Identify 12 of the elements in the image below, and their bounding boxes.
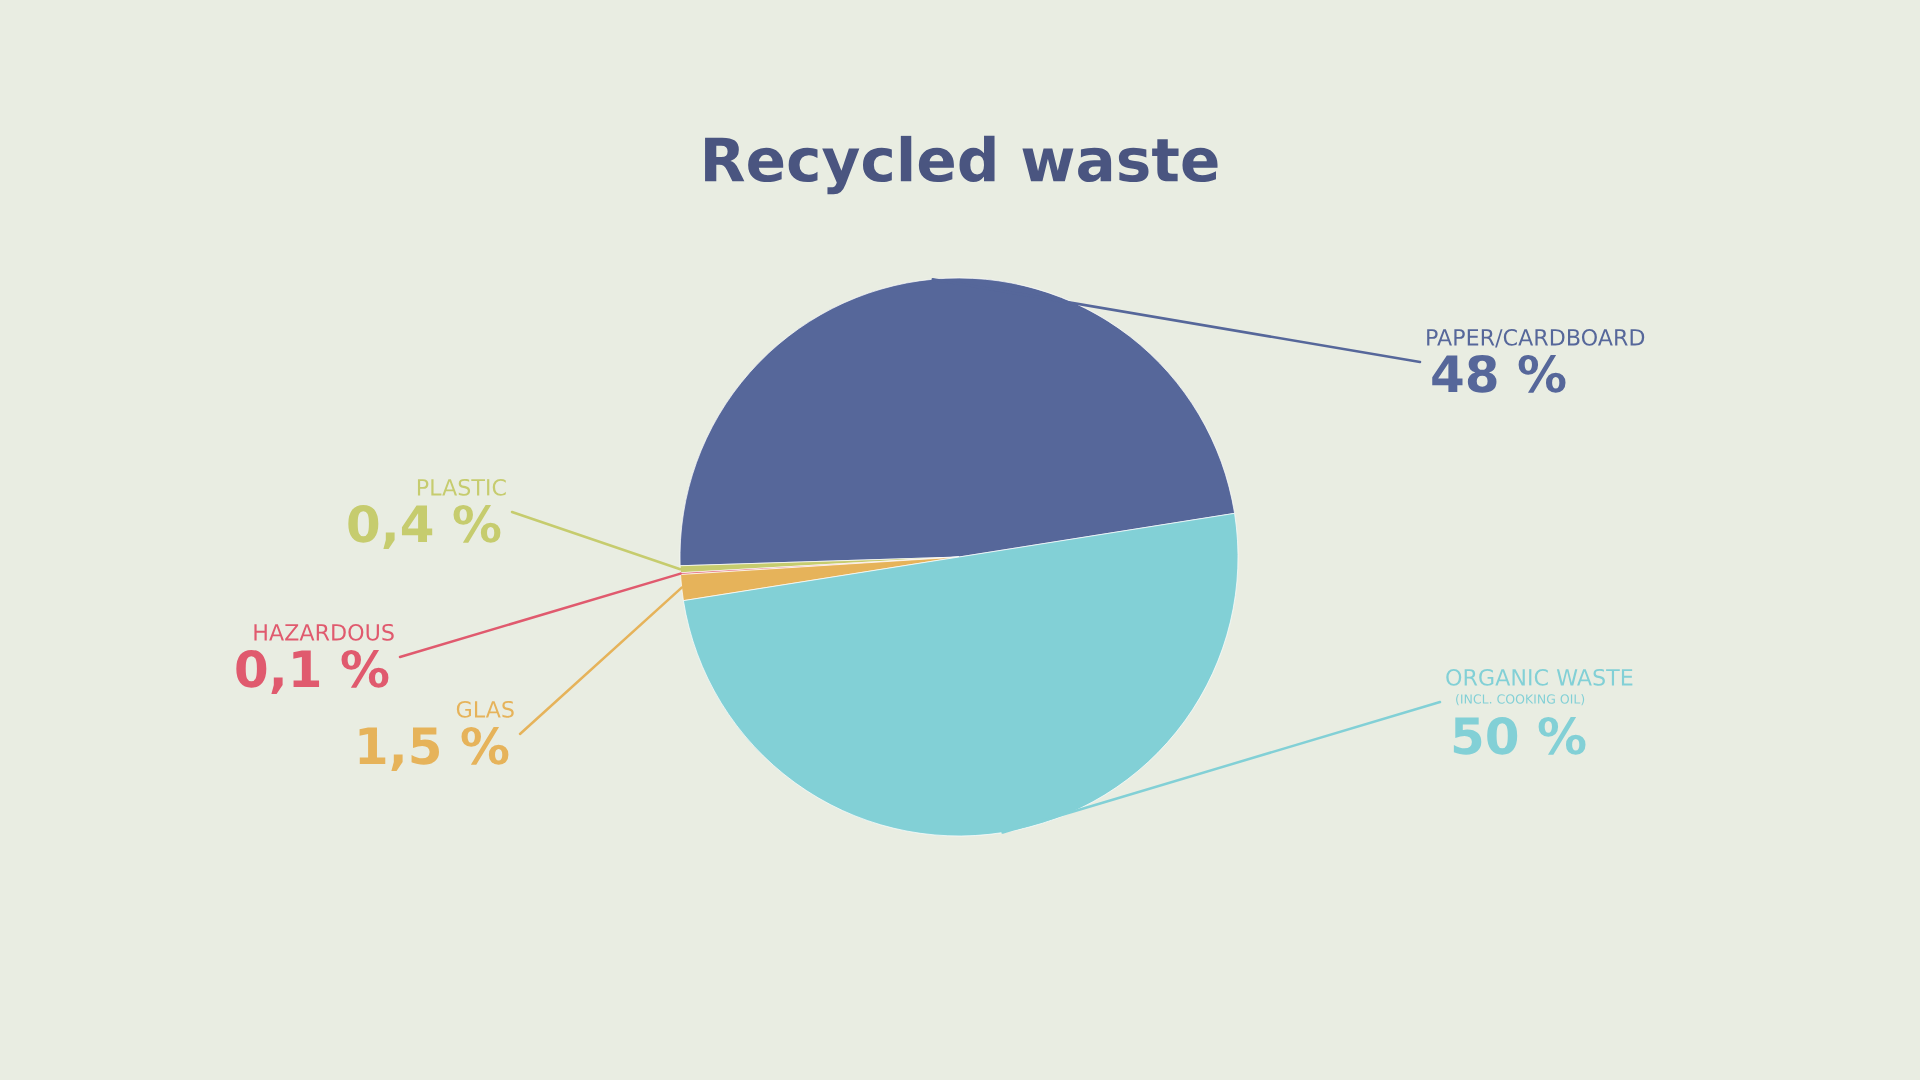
- slice-label: HAZARDOUS: [254, 623, 394, 641]
- data-label: 48 %: [1432, 354, 1566, 393]
- data-label: 50 %: [1453, 716, 1586, 755]
- text: (INCL. COOKING OIL): [1456, 694, 1585, 706]
- slice-label: GLAS: [456, 700, 514, 718]
- slice-label: PAPER/CARDBOARD: [1427, 328, 1645, 348]
- data-label: 0,1 %: [236, 649, 389, 695]
- slice-label: PLASTIC: [417, 478, 506, 496]
- data-label: 1,5 %: [359, 726, 509, 772]
- slice-label: ORGANIC WASTE: [1446, 668, 1633, 686]
- data-label: 0,4 %: [348, 504, 501, 550]
- chart-title: Recycled waste: [705, 135, 1218, 195]
